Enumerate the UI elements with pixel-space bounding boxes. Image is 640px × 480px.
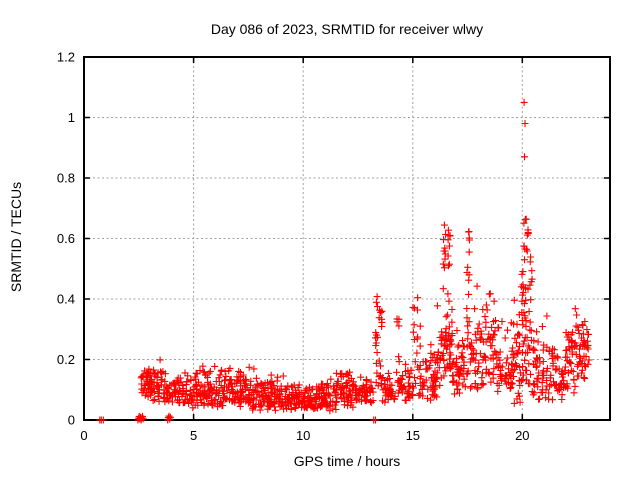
gridlines bbox=[84, 57, 610, 420]
tick-labels: 0 5 10 15 20 0 0.2 0.4 0.6 0.8 1 1.2 bbox=[57, 50, 530, 444]
x-axis-label: GPS time / hours bbox=[293, 453, 401, 469]
x-tick-label: 15 bbox=[406, 428, 420, 443]
x-tick-label: 0 bbox=[80, 428, 87, 443]
y-tick-label: 1.2 bbox=[57, 50, 75, 65]
y-tick-label: 1 bbox=[68, 110, 75, 125]
axis-ticks bbox=[83, 56, 610, 421]
data-markers bbox=[96, 98, 593, 424]
x-tick-label: 20 bbox=[515, 428, 529, 443]
y-tick-label: 0.4 bbox=[57, 292, 75, 307]
y-tick-label: 0.6 bbox=[57, 231, 75, 246]
x-tick-label: 10 bbox=[296, 428, 310, 443]
y-tick-label: 0 bbox=[68, 413, 75, 428]
y-tick-label: 0.8 bbox=[57, 171, 75, 186]
x-tick-label: 5 bbox=[190, 428, 197, 443]
chart-title: Day 086 of 2023, SRMTID for receiver wlw… bbox=[210, 21, 484, 37]
y-tick-label: 0.2 bbox=[57, 352, 75, 367]
y-axis-label: SRMTID / TECUs bbox=[8, 181, 24, 293]
